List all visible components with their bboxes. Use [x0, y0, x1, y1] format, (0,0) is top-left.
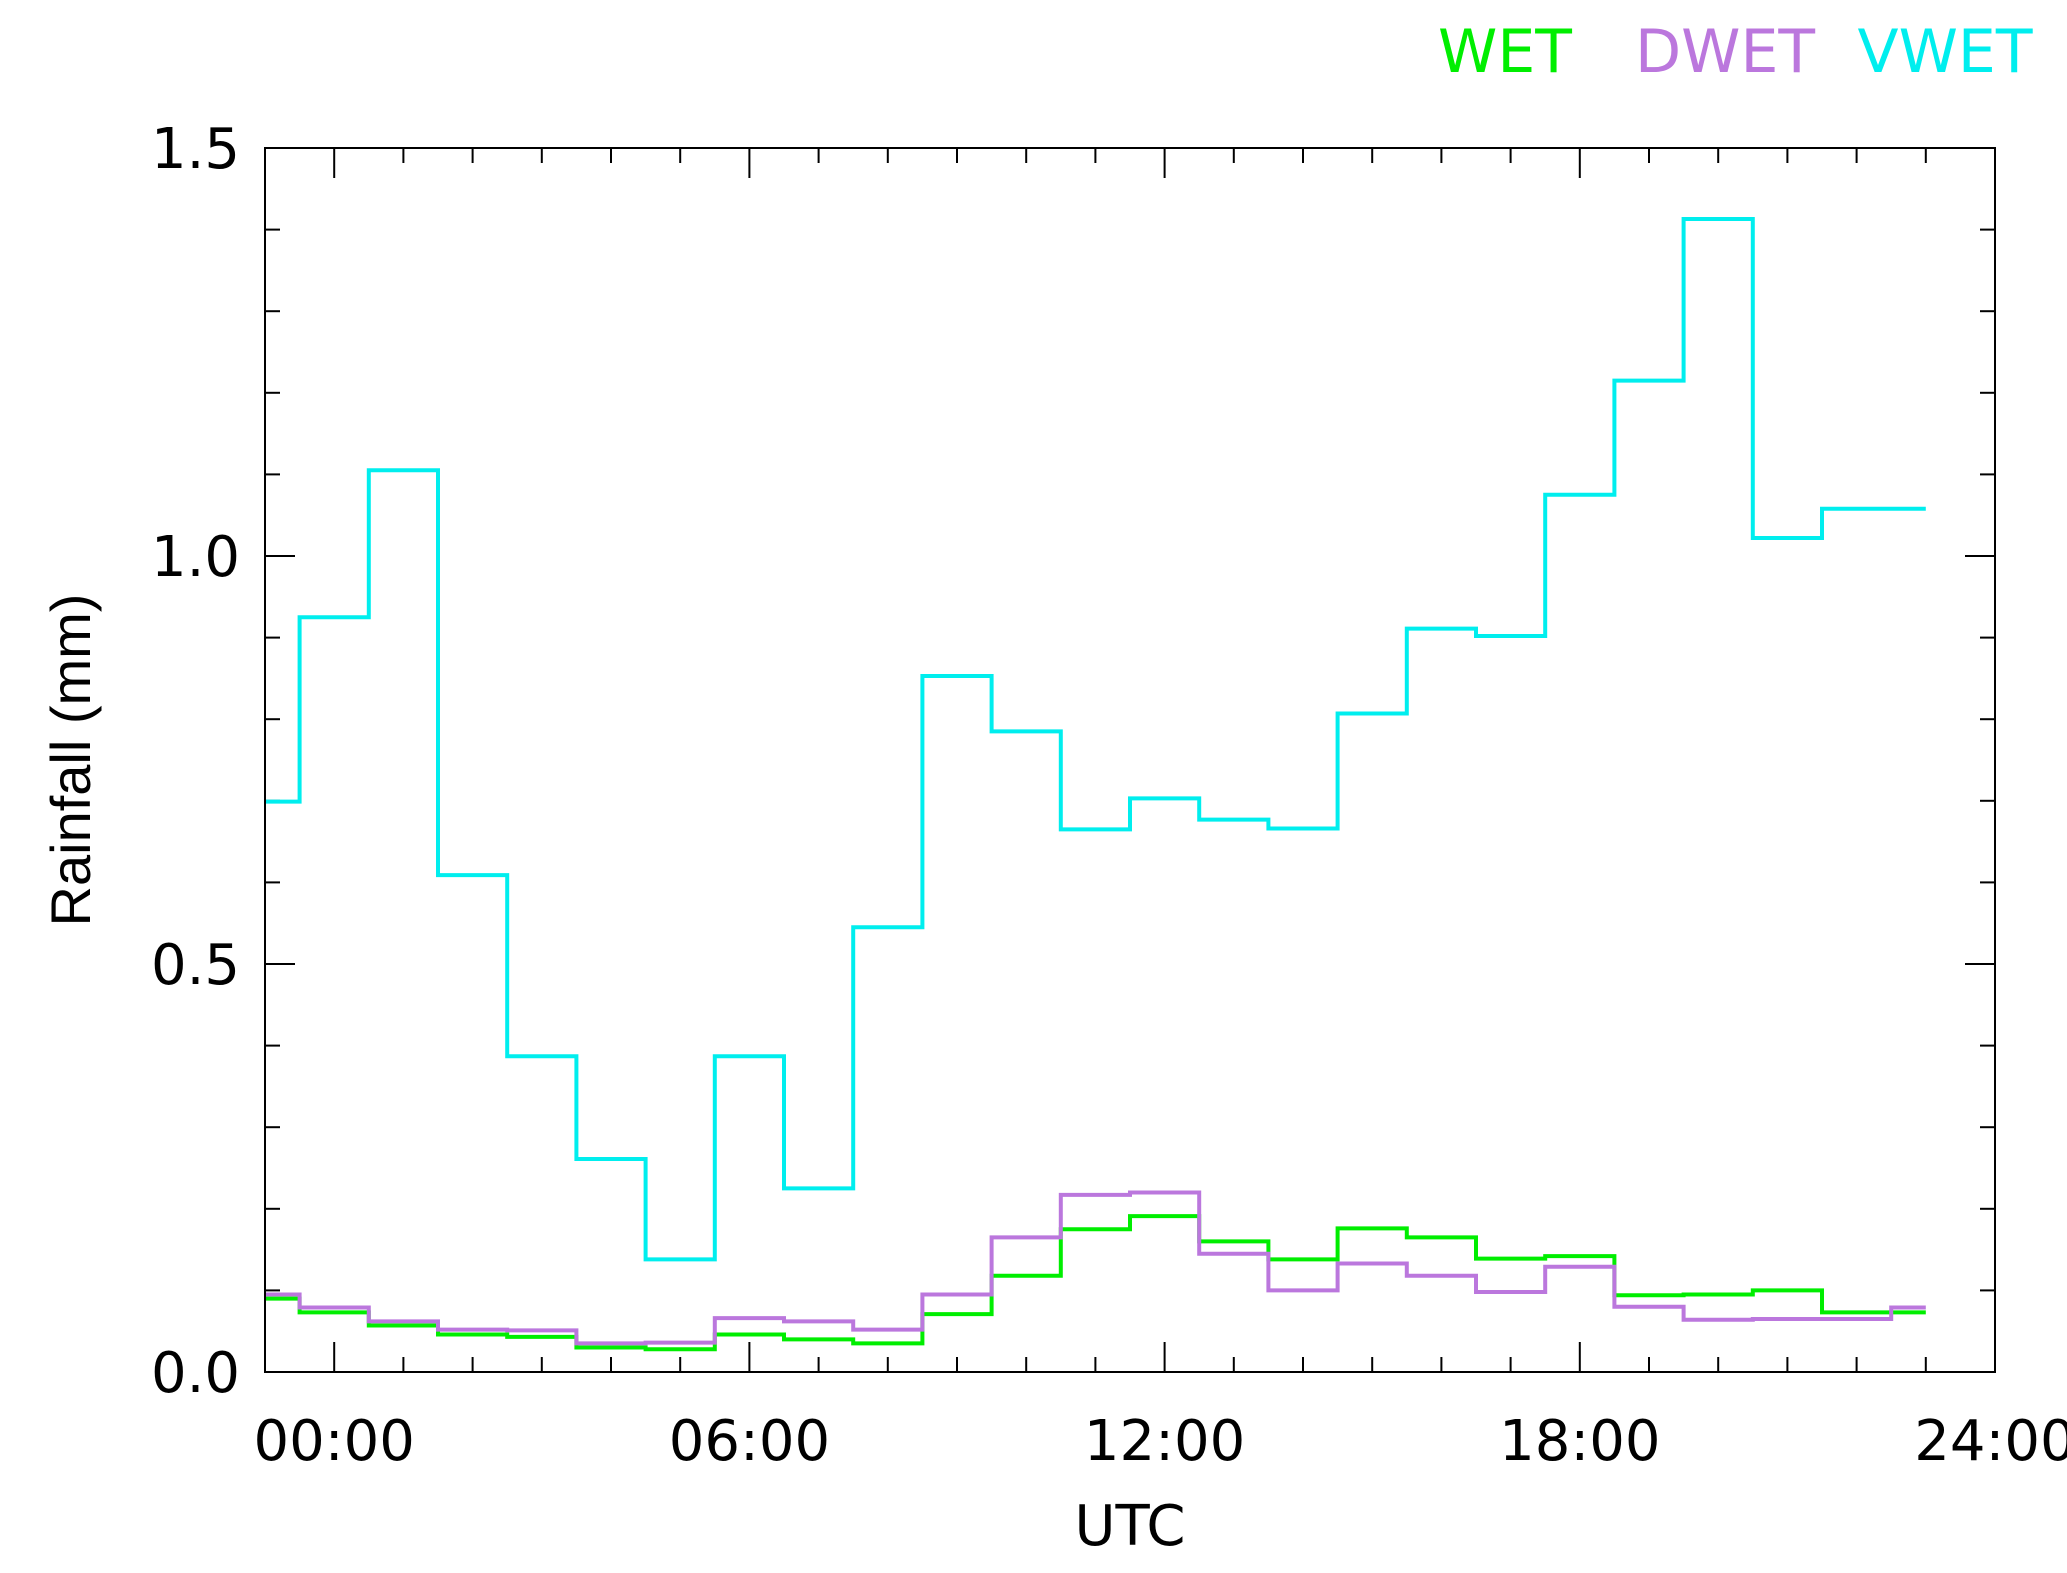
y-tick-label: 1.0	[151, 525, 240, 590]
y-tick-label: 0.5	[151, 933, 240, 998]
x-axis-title: UTC	[1074, 1494, 1185, 1559]
y-axis-title: Rainfall (mm)	[39, 594, 102, 927]
axis-tick-labels: 0.0 0.5 1.0 1.5 00:00 06:00 12:00 18:00 24:00	[151, 117, 2067, 1474]
axis-ticks	[265, 147, 1996, 1373]
series-lines	[265, 217, 1926, 1352]
x-tick-label: 12:00	[1084, 1409, 1245, 1474]
series-dwet-line	[265, 1190, 1926, 1346]
plot-frame	[264, 147, 1996, 1373]
legend-item-wet: WET	[1438, 17, 1572, 87]
y-tick-label: 0.0	[151, 1341, 240, 1406]
series-vwet-line	[265, 217, 1926, 1262]
x-tick-label: 24:00	[1914, 1409, 2067, 1474]
legend-item-vwet: VWET	[1858, 17, 2033, 87]
legend-item-dwet: DWET	[1635, 17, 1815, 87]
x-tick-label: 06:00	[669, 1409, 830, 1474]
x-tick-label: 00:00	[254, 1409, 415, 1474]
legend: WET DWET VWET	[1438, 17, 2033, 87]
x-tick-label: 18:00	[1499, 1409, 1660, 1474]
y-tick-label: 1.5	[151, 117, 240, 182]
